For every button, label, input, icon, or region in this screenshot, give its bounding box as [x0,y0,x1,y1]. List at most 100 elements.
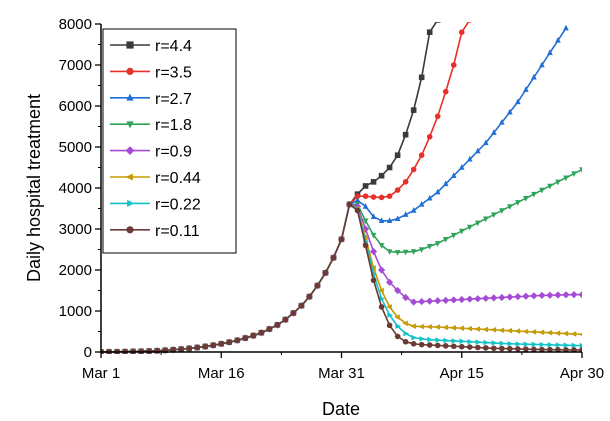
data-point [539,346,545,353]
data-point [554,330,561,336]
data-point [435,337,442,343]
data-point [538,291,546,300]
legend-marker [126,67,134,75]
data-point [483,345,489,351]
data-point [402,179,409,185]
data-point [426,297,434,305]
x-tick-label: Mar 31 [318,365,365,382]
data-point [555,179,561,186]
data-point [427,336,434,343]
data-point [434,297,442,305]
data-point [530,292,538,300]
data-point [378,172,385,179]
data-point [419,336,426,342]
data-point [322,270,329,276]
data-point [362,183,369,189]
data-point [523,346,529,352]
data-point [474,147,481,154]
legend-item: r=2.7 [110,91,192,108]
data-point [498,327,505,334]
y-tick-label: 1000 [59,303,92,320]
data-point [523,196,529,202]
data-point [274,322,281,328]
data-point [210,342,217,349]
data-point [386,278,394,286]
data-point [394,215,401,221]
data-point [522,292,530,300]
y-tick-label: 2000 [59,262,92,279]
y-tick-label: 4000 [59,180,92,197]
data-point [547,342,554,348]
data-point [362,203,369,209]
data-point [531,346,537,353]
data-point [394,314,400,320]
data-point [434,342,441,349]
data-point [386,304,392,310]
data-point [426,323,432,330]
data-point [402,131,409,138]
y-tick-label: 8000 [59,16,92,33]
x-tick-label: Mar 16 [198,365,245,382]
data-point [434,188,441,195]
data-point [474,344,481,351]
data-point [451,338,458,344]
data-point [426,29,433,35]
data-point [498,293,506,302]
data-point [394,250,401,256]
data-point [531,73,537,80]
legend-item: r=3.5 [110,64,192,81]
data-point [418,201,425,207]
data-point [314,282,321,289]
data-point [411,334,418,341]
data-point [218,341,225,347]
data-point [475,339,482,345]
data-point [563,175,569,182]
data-point [491,340,498,346]
data-point [467,22,472,23]
data-point [338,236,345,243]
data-point [394,333,401,340]
data-point [442,296,450,304]
data-point [418,297,426,306]
data-point [482,326,489,333]
data-point [234,337,241,344]
legend-label: r=0.22 [155,196,201,213]
data-point [546,291,554,299]
legend-marker [125,146,135,155]
data-point [426,243,433,250]
legend-label: r=0.44 [155,170,201,187]
data-point [434,22,441,23]
data-point [386,322,393,329]
data-point [290,310,297,316]
data-point [442,324,448,331]
data-point [506,327,513,334]
data-point [546,329,553,336]
data-point [499,119,505,125]
data-point [410,107,417,113]
data-point [458,29,465,35]
data-point [450,172,457,178]
data-point [226,339,233,345]
data-point [531,341,538,348]
x-axis-title: Date [322,399,360,419]
data-point [458,343,465,350]
data-point [515,98,521,105]
data-point [530,329,537,335]
legend-item: r=0.11 [110,223,200,240]
data-point [370,194,377,200]
data-point [354,207,361,214]
data-point [379,295,385,302]
data-point [466,344,473,350]
data-point [378,194,385,201]
data-point [458,295,466,304]
legend: r=4.4 r=3.5 r=2.7 r=1.8 r=0.9 r=0.44 r=0.22 r=0… [102,28,237,254]
data-point [466,295,474,303]
y-tick-label: 6000 [59,98,92,115]
data-point [466,325,473,332]
data-point [514,293,522,301]
data-point [491,129,497,135]
data-point [377,266,386,274]
data-point [515,346,521,352]
data-point [410,298,418,306]
